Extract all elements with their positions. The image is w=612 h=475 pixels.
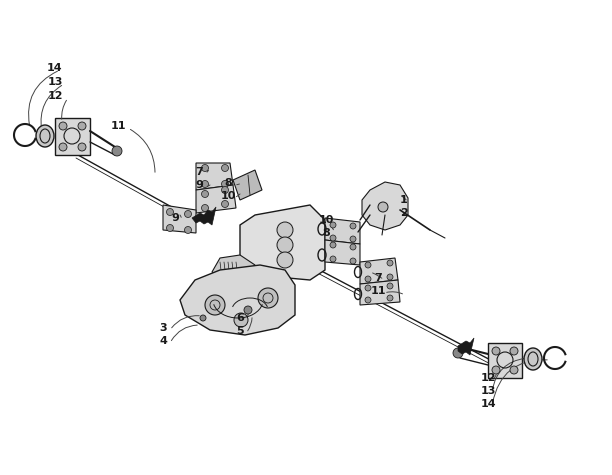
Circle shape [365,262,371,268]
Text: 8: 8 [322,228,330,238]
Polygon shape [163,205,196,233]
Circle shape [222,187,228,193]
Circle shape [201,205,209,211]
Text: 13: 13 [47,77,62,87]
Circle shape [350,258,356,264]
Polygon shape [240,205,325,280]
Circle shape [258,288,278,308]
Polygon shape [360,258,398,284]
Polygon shape [325,240,360,265]
Circle shape [59,143,67,151]
Circle shape [330,242,336,248]
Circle shape [365,285,371,291]
Polygon shape [212,255,255,280]
Polygon shape [196,185,236,213]
Polygon shape [360,280,400,305]
Circle shape [387,274,393,280]
Circle shape [234,313,248,327]
Circle shape [277,237,293,253]
Circle shape [222,180,228,188]
Circle shape [387,260,393,266]
Circle shape [184,210,192,218]
Text: 9: 9 [195,180,203,190]
Text: 1: 1 [400,195,408,205]
Circle shape [492,366,500,374]
Circle shape [492,347,500,355]
Circle shape [350,236,356,242]
Text: 2: 2 [400,208,408,218]
Circle shape [184,227,192,234]
Circle shape [166,209,173,216]
Text: 6: 6 [236,313,244,323]
Circle shape [200,315,206,321]
Text: 9: 9 [171,213,179,223]
Circle shape [201,164,209,171]
Circle shape [244,306,252,314]
Circle shape [330,235,336,241]
Circle shape [222,200,228,208]
Circle shape [510,366,518,374]
Circle shape [387,283,393,289]
Text: 13: 13 [480,386,496,396]
Circle shape [350,244,356,250]
Circle shape [365,297,371,303]
Circle shape [166,225,173,231]
Text: 5: 5 [236,326,244,336]
Circle shape [330,222,336,228]
Text: 4: 4 [159,336,167,346]
Circle shape [510,347,518,355]
Circle shape [201,180,209,188]
Polygon shape [325,218,360,244]
Circle shape [201,190,209,198]
Polygon shape [488,343,522,378]
Polygon shape [233,170,262,200]
Circle shape [277,222,293,238]
Polygon shape [55,118,90,155]
Circle shape [78,122,86,130]
Text: 14: 14 [480,399,496,409]
Text: 10: 10 [220,191,236,201]
Text: 14: 14 [47,63,63,73]
Text: 12: 12 [47,91,63,101]
Circle shape [78,143,86,151]
Text: 3: 3 [159,323,167,333]
Circle shape [365,276,371,282]
Circle shape [387,295,393,301]
Polygon shape [196,163,233,190]
Polygon shape [192,207,216,225]
Circle shape [350,223,356,229]
Ellipse shape [524,348,542,370]
Circle shape [205,295,225,315]
Polygon shape [180,265,295,335]
Circle shape [453,348,463,358]
Text: 11: 11 [370,286,386,296]
Polygon shape [362,182,408,230]
Ellipse shape [36,125,54,147]
Circle shape [112,146,122,156]
Circle shape [222,164,228,171]
Text: 11: 11 [110,121,125,131]
Polygon shape [458,338,474,355]
Circle shape [378,202,388,212]
Circle shape [330,256,336,262]
Text: 12: 12 [480,373,496,383]
Text: 7: 7 [374,273,382,283]
Text: 7: 7 [195,167,203,177]
Circle shape [59,122,67,130]
Circle shape [277,252,293,268]
Text: 10: 10 [318,215,334,225]
Text: 8: 8 [224,178,232,188]
